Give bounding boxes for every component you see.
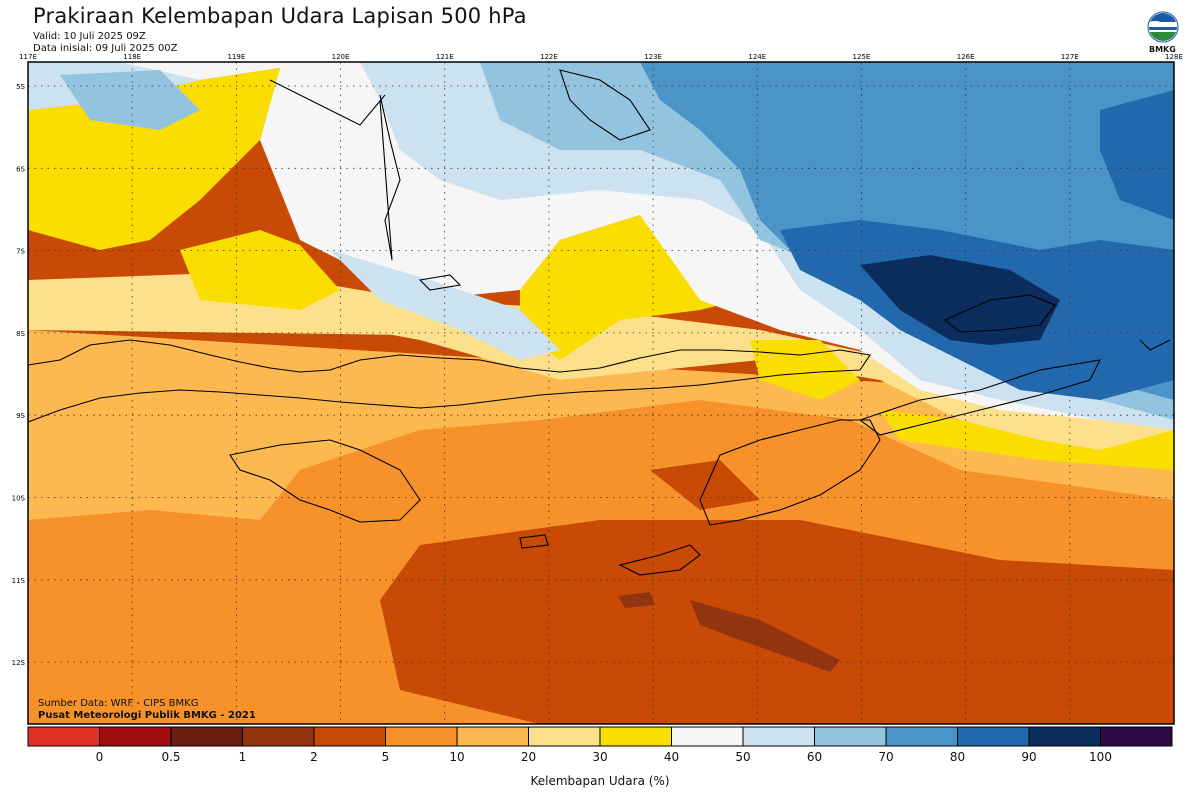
init-time: Data inisial: 09 Juli 2025 00Z bbox=[33, 43, 178, 54]
colorbar-tick-label: 60 bbox=[806, 750, 823, 764]
lat-tick-label: 12S bbox=[12, 659, 26, 667]
lon-tick-label: 123E bbox=[644, 53, 662, 61]
lat-tick-label: 8S bbox=[16, 330, 25, 338]
lon-tick-label: 124E bbox=[748, 53, 766, 61]
colorbar-swatch bbox=[1028, 726, 1101, 747]
colorbar-title: Kelembapan Udara (%) bbox=[530, 774, 670, 788]
lon-tick-label: 126E bbox=[957, 53, 975, 61]
colorbar-tick-label: 50 bbox=[735, 750, 751, 764]
colorbar-tick-label: 1 bbox=[238, 750, 247, 764]
colorbar-swatch bbox=[242, 726, 315, 747]
colorbar-tick-label: 90 bbox=[1021, 750, 1037, 764]
colorbar-tick-label: 80 bbox=[949, 750, 966, 764]
lat-tick-label: 11S bbox=[12, 577, 26, 585]
lat-tick-label: 6S bbox=[16, 165, 25, 173]
axis-ticks: 117E 118E 119E 120E 121E 122E 123E 124E 125E 126E… bbox=[12, 53, 1183, 667]
lon-tick-label: 122E bbox=[540, 53, 558, 61]
lat-tick-label: 5S bbox=[16, 83, 25, 91]
lon-tick-label: 117E bbox=[19, 53, 37, 61]
colorbar-tick-label: 0 bbox=[95, 750, 104, 764]
colorbar-swatch bbox=[456, 726, 529, 747]
colorbar-tick-label: 2 bbox=[310, 750, 318, 764]
colorbar-tick-label: 40 bbox=[663, 750, 680, 764]
colorbar-swatch bbox=[742, 726, 815, 747]
lon-tick-label: 125E bbox=[853, 53, 871, 61]
logo-text: BMKG bbox=[1149, 45, 1176, 54]
colorbar bbox=[27, 726, 1173, 747]
colorbar-swatch bbox=[671, 726, 744, 747]
colorbar-swatch bbox=[957, 726, 1030, 747]
coastlines bbox=[27, 69, 1171, 576]
map-title: Prakiraan Kelembapan Udara Lapisan 500 h… bbox=[33, 4, 527, 28]
lon-tick-label: 120E bbox=[332, 53, 350, 61]
colorbar-tick-label: 0.5 bbox=[161, 750, 181, 764]
colorbar-tick-label: 10 bbox=[449, 750, 465, 764]
data-source: Sumber Data: WRF - CIPS BMKG bbox=[38, 698, 199, 709]
colorbar-tick-label: 30 bbox=[592, 750, 608, 764]
colorbar-swatch bbox=[313, 726, 386, 747]
colorbar-swatch bbox=[885, 726, 958, 747]
lat-tick-label: 9S bbox=[16, 412, 25, 420]
bmkg-logo bbox=[1147, 11, 1179, 43]
colorbar-swatch bbox=[1100, 726, 1173, 747]
lon-tick-label: 127E bbox=[1061, 53, 1079, 61]
lon-tick-label: 119E bbox=[227, 53, 245, 61]
lat-tick-label: 7S bbox=[16, 248, 25, 256]
colorbar-swatch bbox=[814, 726, 887, 747]
graticule bbox=[28, 62, 1174, 724]
valid-time: Valid: 10 Juli 2025 09Z bbox=[33, 31, 146, 42]
lon-tick-label: 128E bbox=[1165, 53, 1183, 61]
colorbar-swatch bbox=[385, 726, 458, 747]
colorbar-swatch bbox=[99, 726, 172, 747]
lat-tick-label: 10S bbox=[12, 495, 26, 503]
lon-tick-label: 118E bbox=[123, 53, 141, 61]
colorbar-tick-label: 20 bbox=[520, 750, 537, 764]
map-frame bbox=[27, 61, 1175, 725]
colorbar-tick-label: 70 bbox=[878, 750, 894, 764]
organization: Pusat Meteorologi Publik BMKG - 2021 bbox=[38, 710, 256, 721]
colorbar-swatch bbox=[27, 726, 100, 747]
lon-tick-label: 121E bbox=[436, 53, 454, 61]
colorbar-swatch bbox=[528, 726, 601, 747]
humidity-field bbox=[28, 62, 1174, 724]
colorbar-tick-label: 5 bbox=[381, 750, 390, 764]
colorbar-swatch bbox=[599, 726, 672, 747]
colorbar-swatch bbox=[170, 726, 243, 747]
colorbar-tick-label: 100 bbox=[1089, 750, 1112, 764]
